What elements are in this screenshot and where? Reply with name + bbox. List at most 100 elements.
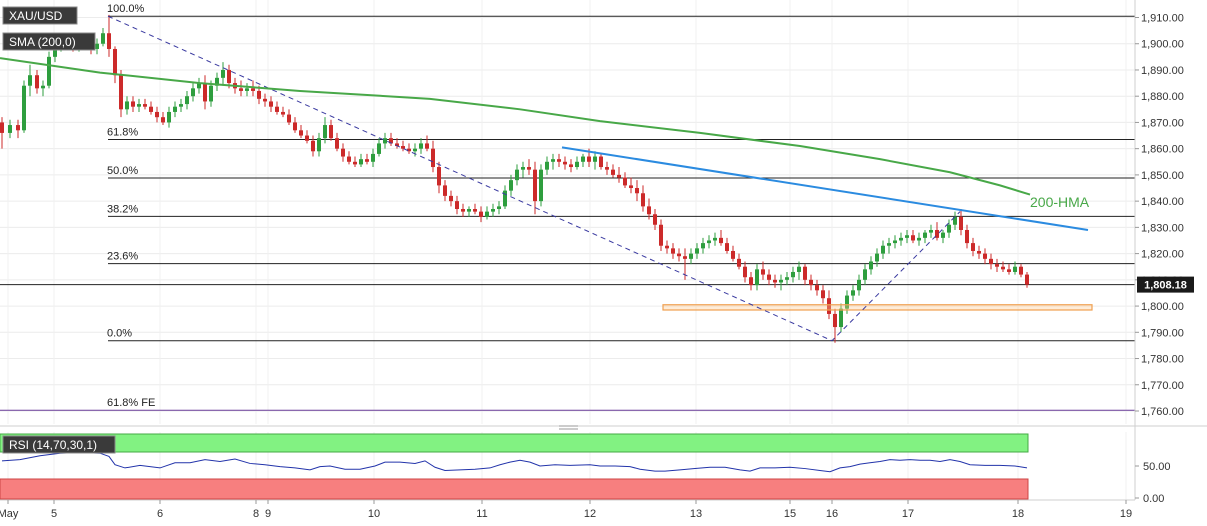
fib-level-label: 100.0% (107, 3, 145, 15)
rsi-line (1, 452, 1028, 473)
y-tick-label: 1,820.00 (1141, 249, 1184, 261)
candle-down (341, 148, 345, 157)
candle-down (275, 106, 279, 112)
candle-up (359, 159, 363, 165)
y-tick-label: 1,830.00 (1141, 222, 1184, 234)
y-tick-label: 1,860.00 (1141, 144, 1184, 156)
candle-down (719, 237, 723, 244)
fib-level-label: 38.2% (107, 203, 138, 215)
candle-up (941, 232, 945, 238)
resistance-trendline (561, 146, 1089, 231)
candle-down (983, 253, 987, 259)
candle-up (209, 85, 213, 102)
candle-down (16, 125, 20, 131)
y-tick-label: 1,890.00 (1141, 65, 1184, 77)
candle-up (41, 85, 45, 89)
candle-down (251, 88, 255, 91)
y-tick-label: 1,870.00 (1141, 117, 1184, 129)
candle-up (1013, 266, 1017, 272)
x-tick-label: 8 (253, 508, 259, 520)
candle-down (107, 33, 111, 49)
candle-up (539, 169, 543, 202)
candle-down (773, 279, 777, 283)
candle-down (437, 167, 441, 186)
x-tick-label: 9 (265, 508, 271, 520)
candle-up (575, 161, 579, 168)
candle-down (749, 277, 753, 286)
candle-up (851, 290, 855, 296)
candle-up (245, 88, 249, 91)
candle-up (923, 232, 927, 238)
candle-down (305, 135, 309, 141)
candle-up (101, 33, 105, 44)
candle-down (461, 209, 465, 212)
candle-up (581, 156, 585, 162)
y-tick-label: 1,910.00 (1141, 13, 1184, 25)
candle-down (203, 83, 207, 102)
candle-down (335, 138, 339, 149)
candle-up (22, 85, 26, 131)
candle-down (995, 264, 999, 267)
candle-up (917, 237, 921, 241)
candle-up (899, 237, 903, 241)
candle-up (95, 43, 99, 49)
y-tick-label: 1,790.00 (1141, 327, 1184, 339)
candle-down (389, 138, 393, 144)
candle-up (419, 143, 423, 149)
y-tick-label: 1,780.00 (1141, 354, 1184, 366)
candle-up (707, 240, 711, 244)
fib-level-label: 23.6% (107, 251, 138, 263)
candle-down (605, 167, 609, 170)
rsi-overbought-band (0, 433, 1029, 453)
y-tick-label: 1,770.00 (1141, 380, 1184, 392)
candle-down (611, 169, 615, 175)
candle-up (551, 159, 555, 162)
candle-down (1025, 274, 1029, 285)
candle-down (683, 256, 687, 259)
candle-up (221, 69, 225, 78)
candle-down (395, 143, 399, 147)
y-tick-label: 1,900.00 (1141, 39, 1184, 51)
candle-up (947, 224, 951, 233)
candle-up (779, 279, 783, 283)
candle-down (527, 167, 531, 170)
candle-down (725, 243, 729, 251)
candle-down (287, 114, 291, 123)
candle-down (569, 164, 573, 168)
candle-down (971, 243, 975, 251)
support-zone (662, 304, 1093, 311)
candle-up (413, 148, 417, 152)
candle-down (965, 229, 969, 244)
candle-down (119, 75, 123, 110)
rsi-line-path (1, 452, 1028, 473)
x-tick-label: May (0, 508, 19, 520)
x-tick-label: 10 (368, 508, 380, 520)
candle-down (815, 285, 819, 291)
fib-level-label: 61.8% (107, 126, 138, 138)
y-tick-label: 1,840.00 (1141, 196, 1184, 208)
candle-down (131, 101, 135, 107)
candle-up (491, 209, 495, 212)
candle-up (845, 295, 849, 309)
candle-up (125, 101, 129, 110)
candle-up (713, 237, 717, 241)
candle-up (791, 271, 795, 278)
rsi-bands (0, 433, 1029, 500)
candle-down (311, 140, 315, 152)
candle-down (677, 253, 681, 257)
zigzag-dashed-line (107, 15, 961, 342)
candle-down (647, 206, 651, 215)
symbol-label: XAU/USD (2, 6, 78, 25)
candle-down (449, 195, 453, 202)
candle-down (329, 125, 333, 139)
candle-down (977, 250, 981, 254)
candle-up (503, 190, 507, 207)
candle-down (635, 188, 639, 194)
candle-down (617, 174, 621, 178)
candle-down (743, 266, 747, 278)
candle-down (803, 266, 807, 280)
x-tick-label: 13 (690, 508, 702, 520)
x-tick-label: 6 (157, 508, 163, 520)
candle-down (239, 88, 243, 91)
